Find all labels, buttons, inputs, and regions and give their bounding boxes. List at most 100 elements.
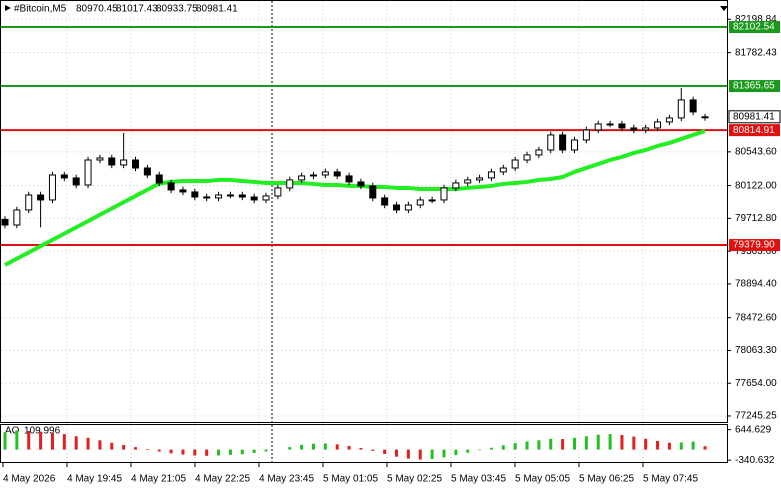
candle-body [559, 134, 567, 151]
candle-body [215, 194, 223, 199]
candle-body [357, 181, 365, 187]
candle-body [642, 127, 650, 131]
candle-body [132, 159, 140, 169]
ao-panel [0, 424, 728, 463]
y-tick-label: 78472.60 [735, 312, 777, 323]
y-tick-label: 82198.84 [735, 14, 777, 25]
x-tick-label: 4 May 19:45 [67, 474, 122, 485]
candle-body [381, 197, 389, 206]
y-tick-label: 79712.80 [735, 213, 777, 224]
candle-body [499, 167, 507, 173]
level-label: 79379.90 [733, 240, 775, 251]
candle-body [203, 196, 211, 199]
ao-value: 109.996 [24, 426, 61, 437]
price-box [728, 110, 781, 124]
candle-body [677, 99, 685, 119]
candle-body [618, 123, 626, 129]
y-tick-label: 80122.00 [735, 180, 777, 191]
candle-body [511, 159, 519, 169]
candle-body [523, 154, 531, 161]
candle-body [570, 139, 578, 151]
y-tick-label: 81782.43 [735, 47, 777, 58]
candle-body [72, 177, 80, 186]
candle-body [179, 189, 187, 193]
candle-body [654, 121, 662, 129]
header-high: 81017.43 [116, 4, 158, 15]
y-tick-label: 79303.60 [735, 246, 777, 257]
chart-title: #Bitcoin,M5 [14, 4, 67, 15]
x-tick-label: 5 May 06:25 [579, 474, 634, 485]
candle-body [48, 174, 56, 201]
candle-body [96, 157, 104, 161]
candle-body [143, 167, 151, 176]
candle-body [1, 218, 9, 226]
y-tick-label: 78063.30 [735, 345, 777, 356]
header-low: 80933.75 [156, 4, 198, 15]
candle-body [452, 182, 460, 189]
candle-body [404, 204, 412, 211]
x-tick-label: 4 May 23:45 [259, 474, 314, 485]
candle-body [428, 199, 436, 202]
scroll-marker [720, 6, 728, 11]
level-label: 82102.54 [733, 22, 775, 33]
candle-body [440, 187, 448, 201]
candle-body [298, 175, 306, 181]
candle-body [665, 117, 673, 123]
candle-body [416, 199, 424, 206]
y-tick-label: 77654.00 [735, 378, 777, 389]
header-open: 80970.45 [76, 4, 118, 15]
header-close: 80981.41 [196, 4, 238, 15]
candle-body [369, 185, 377, 199]
candle-body [582, 129, 590, 141]
candle-body [37, 194, 45, 201]
x-tick-label: 4 May 21:05 [131, 474, 186, 485]
candle-body [594, 123, 602, 131]
candle-body [191, 191, 199, 198]
candle-body [108, 157, 116, 166]
level-box [729, 80, 780, 93]
moving-average [4, 129, 706, 267]
candle-body [535, 149, 543, 156]
candle-body [309, 174, 317, 177]
candle-body [476, 177, 484, 181]
candle-body [155, 174, 163, 184]
x-tick-label: 5 May 05:05 [515, 474, 570, 485]
x-tick-label: 4 May 2026 [3, 474, 56, 485]
candle-body [226, 194, 234, 197]
candle-body [464, 179, 472, 184]
current-price: 80981.41 [733, 111, 775, 122]
y-tick-label: 80543.60 [735, 146, 777, 157]
candle-body [250, 196, 258, 201]
x-tick-label: 4 May 22:25 [195, 474, 250, 485]
candle-body [689, 99, 697, 113]
y-tick-label: 77245.25 [735, 411, 777, 422]
candle-body [60, 174, 68, 179]
chart-marker [5, 5, 11, 11]
ao-tick-label: 644.629 [735, 424, 772, 435]
candle-body [547, 134, 555, 151]
candle-body [84, 159, 92, 186]
candle-body [393, 204, 401, 211]
x-tick-label: 5 May 07:45 [643, 474, 698, 485]
candle-body [167, 182, 175, 191]
candle-body [238, 194, 246, 198]
ao-tick-label: -340.632 [735, 455, 775, 466]
candle-body [25, 194, 33, 211]
candle-body [630, 127, 638, 131]
ao-label: AO [5, 426, 20, 437]
candle-body [345, 175, 353, 183]
candle-body [606, 123, 614, 126]
level-box [729, 239, 780, 252]
x-tick-label: 5 May 03:45 [451, 474, 506, 485]
candle-body [262, 195, 270, 201]
level-box [729, 21, 780, 34]
candle-body [487, 171, 495, 179]
main-panel [0, 0, 728, 423]
x-tick-label: 5 May 02:25 [387, 474, 442, 485]
candle-body [701, 116, 709, 119]
level-box [729, 124, 780, 137]
candle-body [286, 179, 294, 189]
candle-body [321, 171, 329, 176]
candle-body [13, 209, 21, 226]
